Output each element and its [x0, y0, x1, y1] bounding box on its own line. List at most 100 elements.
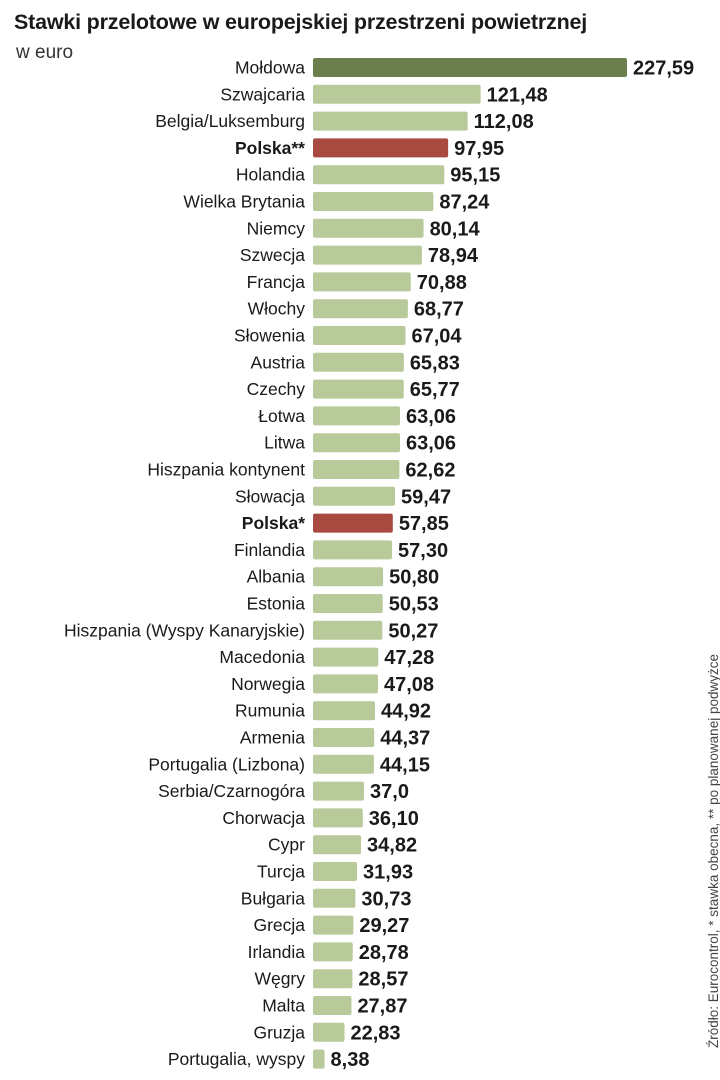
bar — [313, 84, 481, 104]
bar — [313, 406, 401, 426]
value-label: 50,27 — [388, 620, 438, 642]
bar — [313, 996, 352, 1015]
bar — [313, 460, 400, 479]
category-label: Węgry — [254, 969, 305, 989]
category-label: Słowenia — [234, 326, 305, 346]
category-label: Hiszpania kontynent — [147, 460, 305, 480]
value-label: 36,10 — [369, 808, 419, 830]
category-label: Polska* — [242, 513, 305, 533]
value-label: 22,83 — [350, 1022, 400, 1044]
value-label: 227,59 — [633, 58, 694, 80]
value-label: 112,08 — [474, 111, 534, 133]
bar — [313, 754, 374, 774]
category-label: Mołdowa — [235, 58, 305, 78]
value-label: 78,94 — [428, 245, 479, 267]
category-label: Włochy — [248, 299, 306, 319]
value-label: 37,0 — [370, 781, 409, 803]
value-label: 50,80 — [389, 567, 439, 589]
bar — [313, 1049, 325, 1069]
category-label: Słowacja — [235, 486, 305, 506]
category-label: Macedonia — [219, 647, 305, 667]
value-label: 44,15 — [380, 754, 430, 776]
value-label: 97,95 — [454, 138, 504, 160]
value-label: 34,82 — [367, 835, 417, 857]
bar — [313, 701, 375, 721]
category-label: Norwegia — [231, 674, 305, 694]
bar — [313, 808, 363, 828]
category-label: Hiszpania (Wyspy Kanaryjskie) — [64, 620, 305, 640]
bar — [313, 862, 358, 881]
value-label: 29,27 — [359, 915, 409, 937]
category-label: Litwa — [264, 433, 305, 453]
value-label: 67,04 — [411, 326, 462, 348]
value-label: 95,15 — [450, 165, 500, 187]
bar — [313, 486, 396, 506]
value-label: 50,53 — [389, 594, 439, 616]
category-label: Bułgaria — [241, 888, 305, 908]
category-label: Wielka Brytania — [183, 192, 305, 212]
category-label: Gruzja — [253, 1022, 305, 1042]
bar — [313, 326, 406, 345]
category-label: Albania — [247, 567, 306, 587]
category-label: Szwajcaria — [220, 84, 305, 104]
bar — [313, 915, 354, 935]
bar — [313, 781, 365, 801]
value-label: 44,37 — [380, 728, 430, 750]
value-label: 68,77 — [414, 299, 464, 321]
value-label: 27,87 — [357, 996, 407, 1018]
category-label: Cypr — [268, 835, 305, 855]
chart-subtitle: w euro — [16, 42, 74, 63]
bar — [313, 352, 404, 372]
bar — [313, 513, 393, 533]
bar — [313, 433, 401, 453]
value-label: 28,78 — [359, 942, 409, 964]
category-label: Turcja — [257, 862, 305, 882]
category-label: Finlandia — [234, 540, 305, 560]
category-label: Armenia — [240, 728, 305, 748]
category-label: Czechy — [247, 379, 306, 399]
value-label: 47,28 — [384, 647, 434, 669]
bar — [313, 888, 356, 908]
value-label: 47,08 — [384, 674, 434, 696]
value-label: 65,83 — [410, 352, 460, 374]
category-label: Irlandia — [248, 942, 306, 962]
value-label: 28,57 — [358, 969, 408, 991]
value-label: 44,92 — [381, 701, 431, 723]
chart-title: Stawki przelotowe w europejskiej przestr… — [14, 10, 588, 34]
bar — [313, 620, 383, 640]
bar — [313, 1022, 345, 1042]
bar — [313, 58, 627, 77]
bar — [313, 272, 411, 292]
bar — [313, 540, 393, 560]
bar — [313, 674, 378, 694]
value-label: 121,48 — [487, 84, 548, 106]
bar — [313, 594, 383, 613]
value-label: 31,93 — [363, 862, 413, 884]
bar — [313, 567, 384, 587]
value-label: 63,06 — [406, 406, 456, 428]
value-label: 59,47 — [401, 486, 451, 508]
category-label: Malta — [262, 996, 305, 1016]
category-label: Szwecja — [240, 245, 305, 265]
bar — [313, 138, 449, 158]
value-label: 70,88 — [417, 272, 467, 294]
bar — [313, 728, 375, 747]
category-label: Holandia — [236, 165, 305, 185]
value-label: 63,06 — [406, 433, 456, 455]
bar — [313, 969, 353, 989]
value-label: 57,85 — [399, 513, 449, 535]
category-label: Rumunia — [235, 701, 305, 721]
bar — [313, 165, 445, 185]
category-label: Niemcy — [247, 218, 306, 238]
bar — [313, 111, 468, 131]
bar — [313, 942, 353, 962]
bar — [313, 218, 424, 238]
bar — [313, 835, 362, 855]
value-label: 87,24 — [439, 192, 490, 214]
bar — [313, 379, 404, 399]
category-label: Austria — [251, 352, 306, 372]
bar — [313, 245, 422, 265]
category-label: Belgia/Luksemburg — [155, 111, 305, 131]
bar — [313, 647, 379, 667]
